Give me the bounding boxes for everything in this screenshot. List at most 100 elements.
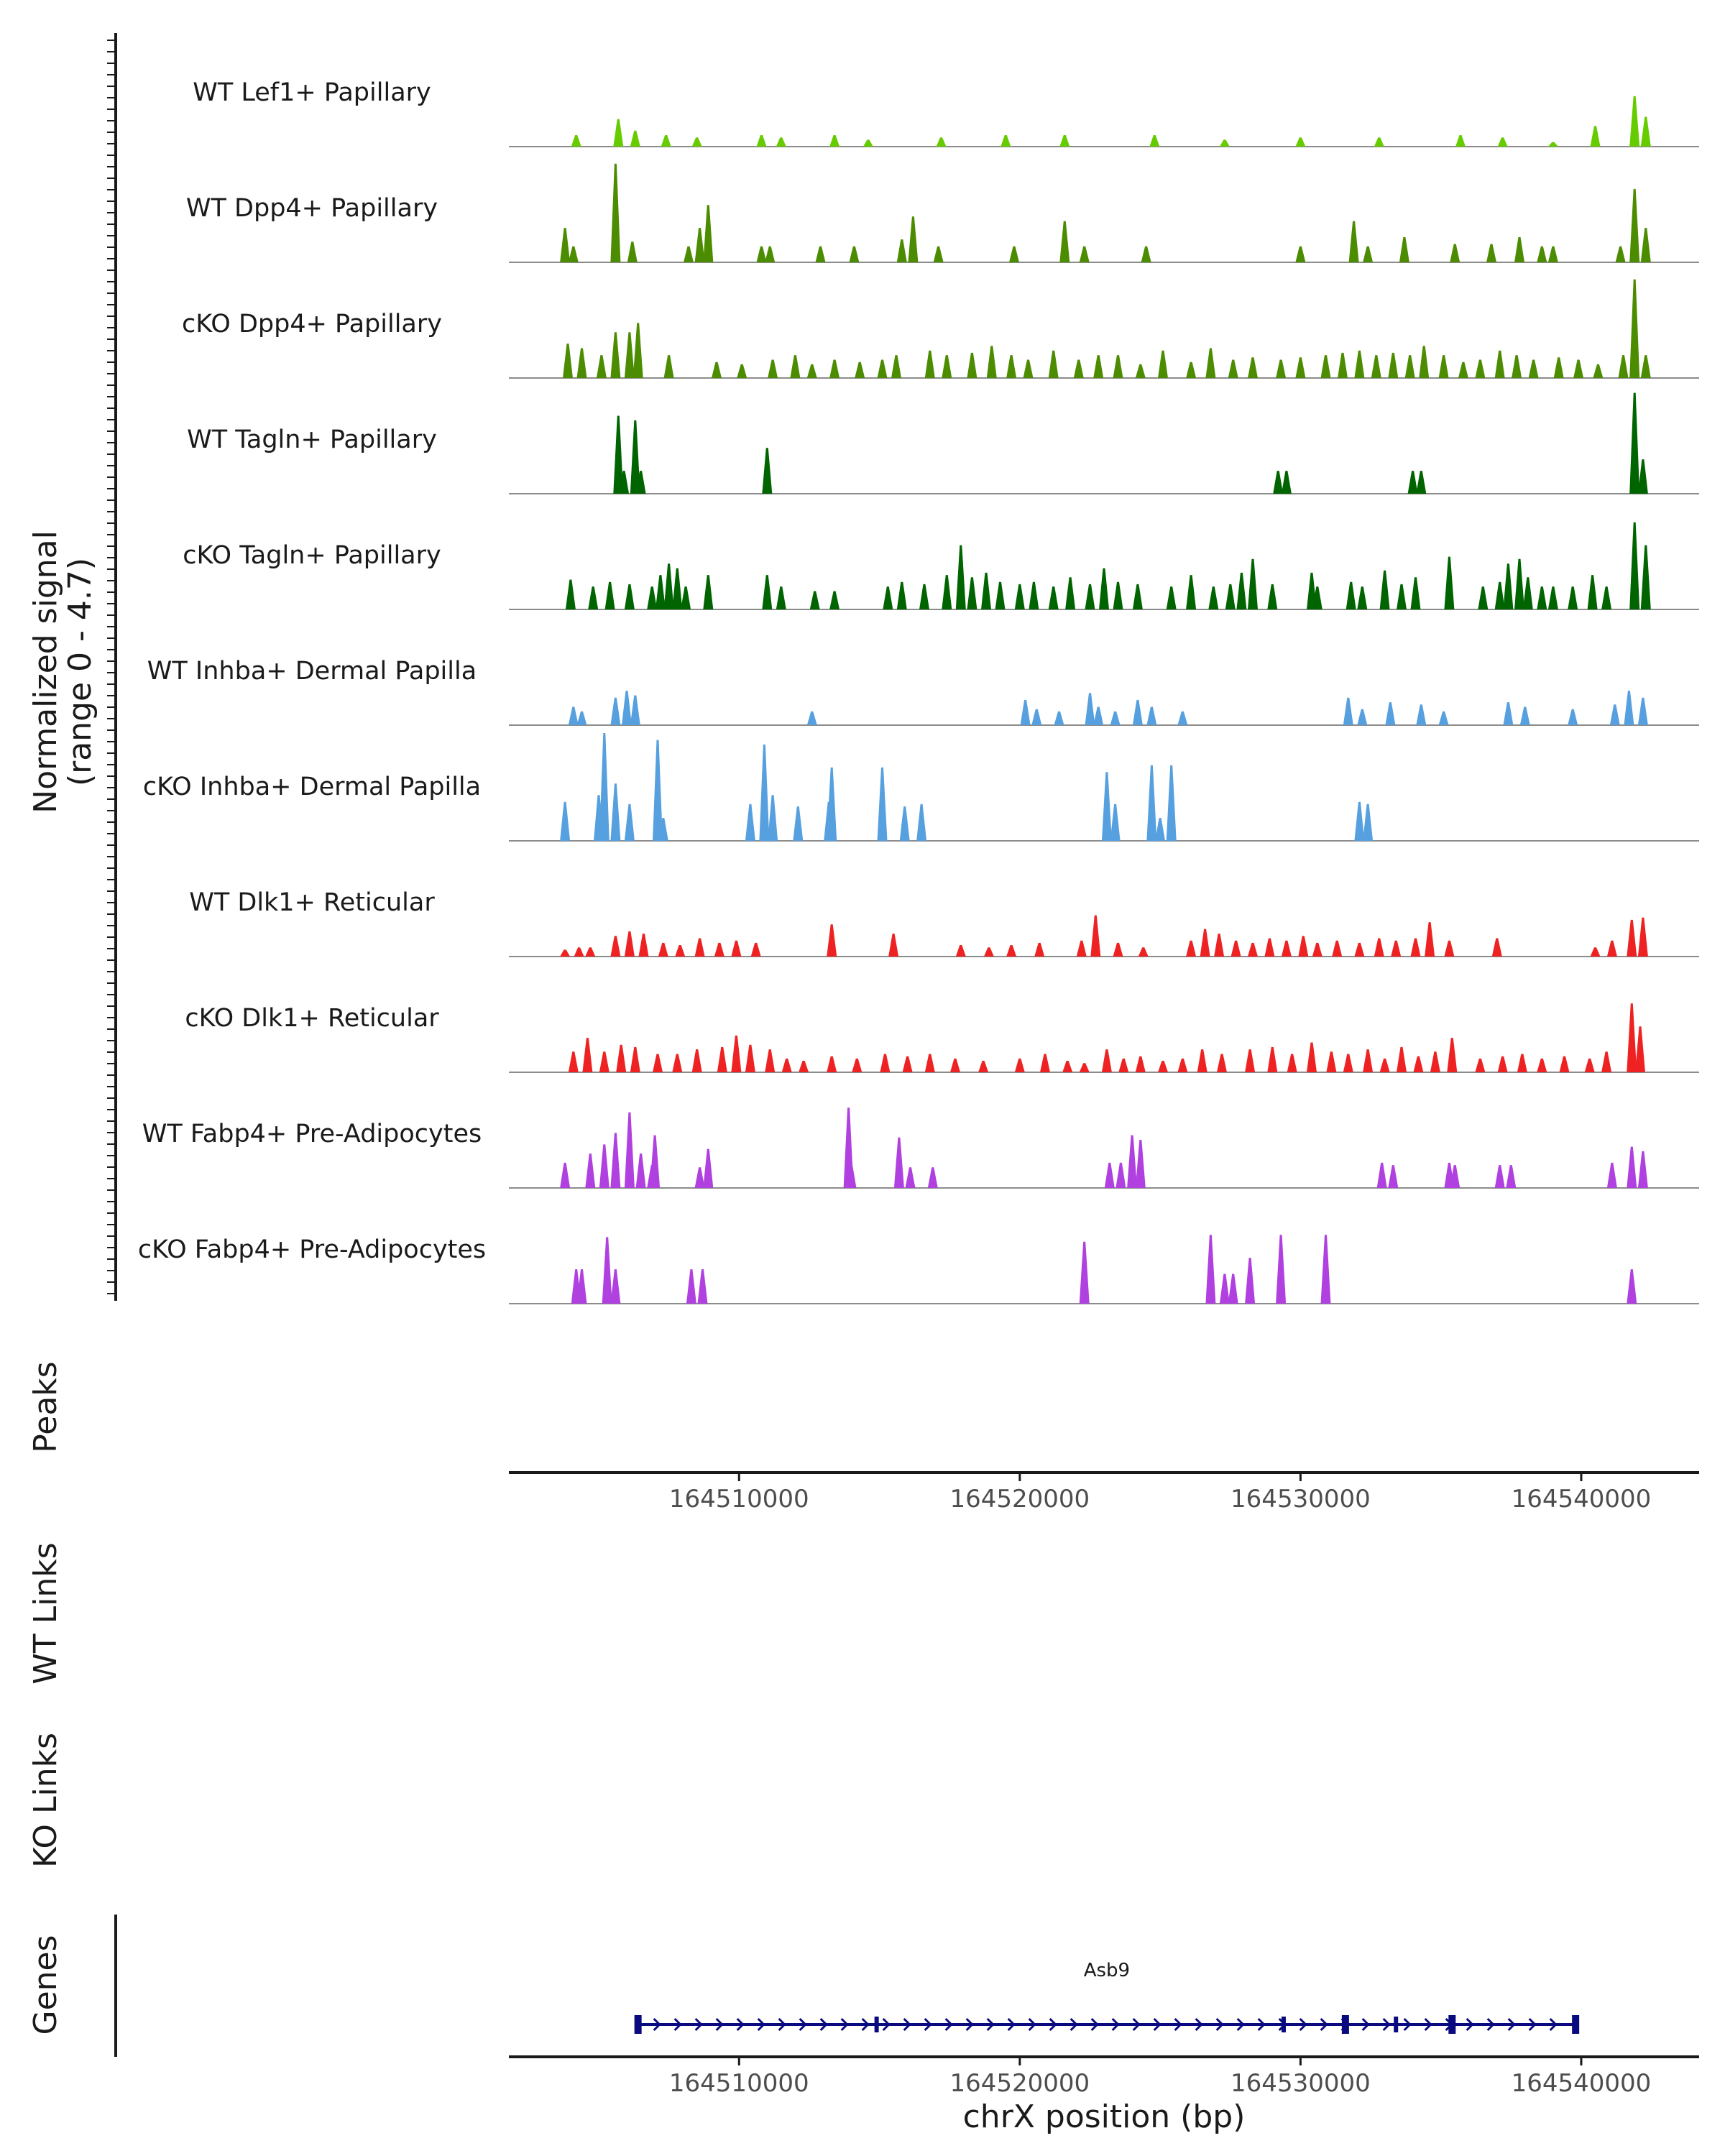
signal-peak [1264, 938, 1275, 957]
signal-peak [1416, 704, 1427, 725]
signal-peak [827, 1056, 837, 1072]
signal-peak [1413, 1056, 1424, 1072]
wt-links-track-label: WT Links [27, 1542, 64, 1684]
signal-peak [610, 332, 621, 378]
signal-peak [647, 586, 658, 609]
signal-peak [1228, 359, 1238, 378]
x-axis-tick-label: 164530000 [1230, 1485, 1371, 1514]
signal-peak [1640, 355, 1651, 378]
signal-peak [933, 246, 944, 262]
signal-peak [1503, 702, 1514, 725]
signal-peak [1113, 581, 1123, 609]
strand-arrow [1299, 2017, 1307, 2032]
signal-peak [1348, 221, 1359, 262]
signal-peak [1186, 575, 1197, 609]
signal-peak [908, 216, 919, 262]
signal-peak [1637, 697, 1648, 725]
signal-peak [806, 711, 817, 725]
track-5: cKO Tagln+ Papillary [183, 522, 1699, 610]
strand-arrow [1507, 2017, 1516, 2032]
signal-peak [781, 1058, 792, 1072]
signal-peak [955, 545, 966, 609]
signal-peak [1000, 135, 1011, 147]
signal-peak [1101, 772, 1112, 841]
signal-peak [1248, 558, 1258, 609]
peaks-x-axis: 164510000 164520000 164530000 164540000 [669, 1473, 1651, 1514]
track-label: WT Inhba+ Dermal Papilla [147, 657, 477, 686]
signal-peak [1494, 1165, 1505, 1188]
signal-peak [638, 934, 649, 957]
signal-peak [622, 691, 632, 725]
signal-peak [1419, 346, 1430, 378]
signal-peak [1158, 350, 1168, 378]
strand-arrow [1007, 2017, 1016, 2032]
signal-peak [1118, 1058, 1129, 1072]
signal-peak [1397, 1046, 1407, 1072]
x-axis-tick-label: 164540000 [1512, 2069, 1652, 2098]
signal-peak [703, 1148, 714, 1188]
x-axis-title: chrX position (bp) [963, 2099, 1246, 2135]
strand-arrow [1466, 2017, 1474, 2032]
y-axis-title: Normalized signal [27, 530, 64, 814]
signal-peak [877, 767, 888, 841]
signal-peak [568, 706, 579, 725]
signal-peak [745, 803, 755, 841]
strand-arrow [1403, 2017, 1412, 2032]
signal-peak [714, 942, 724, 957]
signal-peak [1326, 1051, 1337, 1072]
signal-peak [852, 1058, 862, 1072]
signal-peak [616, 1044, 627, 1072]
signal-peak [1059, 135, 1070, 147]
signal-peak [1029, 581, 1039, 609]
signal-peak [1522, 577, 1533, 609]
gene-exon [1394, 2017, 1399, 2032]
signal-peak [653, 1054, 663, 1072]
signal-peak [756, 246, 767, 262]
signal-peak [672, 568, 683, 609]
track-label: cKO Fabp4+ Pre-Adipocytes [138, 1235, 486, 1264]
signal-peak [697, 1269, 708, 1304]
peaks-track-label: Peaks [27, 1361, 64, 1452]
signal-peak [1245, 1049, 1256, 1072]
signal-peak [1127, 1135, 1138, 1188]
signal-peak [1637, 459, 1648, 494]
strand-arrow [757, 2017, 765, 2032]
signal-peak [1615, 246, 1626, 262]
signal-peak [896, 239, 907, 262]
signal-peak [560, 228, 571, 262]
signal-peak [1113, 942, 1123, 957]
signal-peak [1197, 1049, 1208, 1072]
signal-peak [1110, 711, 1121, 725]
signal-peak [1146, 765, 1157, 841]
signal-peak [1517, 1054, 1527, 1072]
signal-peak [1593, 364, 1604, 378]
signal-peak [750, 942, 761, 957]
strand-arrow [715, 2017, 724, 2032]
signal-peak [1475, 1058, 1486, 1072]
signal-peak [658, 818, 668, 841]
track-8: WT Dlk1+ Reticular [189, 888, 1699, 957]
signal-peak [686, 1269, 696, 1304]
signal-peak [1343, 1054, 1353, 1072]
signal-peak [1135, 364, 1146, 378]
x-axis-tick-label: 164520000 [949, 2069, 1090, 2098]
signal-peak [768, 795, 778, 841]
strand-arrow [1174, 2017, 1182, 2032]
gene-exon [1281, 2017, 1286, 2032]
track-label: WT Tagln+ Papillary [187, 425, 437, 454]
signal-peak [1076, 940, 1087, 957]
signal-peak [924, 1054, 935, 1072]
signal-peak [1031, 709, 1042, 725]
signal-peak [1099, 568, 1109, 609]
signal-peak [613, 415, 624, 494]
signal-peak [675, 945, 686, 957]
track-label: cKO Tagln+ Papillary [183, 541, 441, 570]
signal-peak [1281, 471, 1292, 494]
signal-peak [902, 1056, 913, 1072]
signal-peak [610, 1269, 621, 1304]
gene-exon [1572, 2015, 1580, 2034]
signal-peak [1371, 355, 1381, 378]
signal-peak [927, 1167, 938, 1188]
signal-peak [762, 575, 773, 609]
